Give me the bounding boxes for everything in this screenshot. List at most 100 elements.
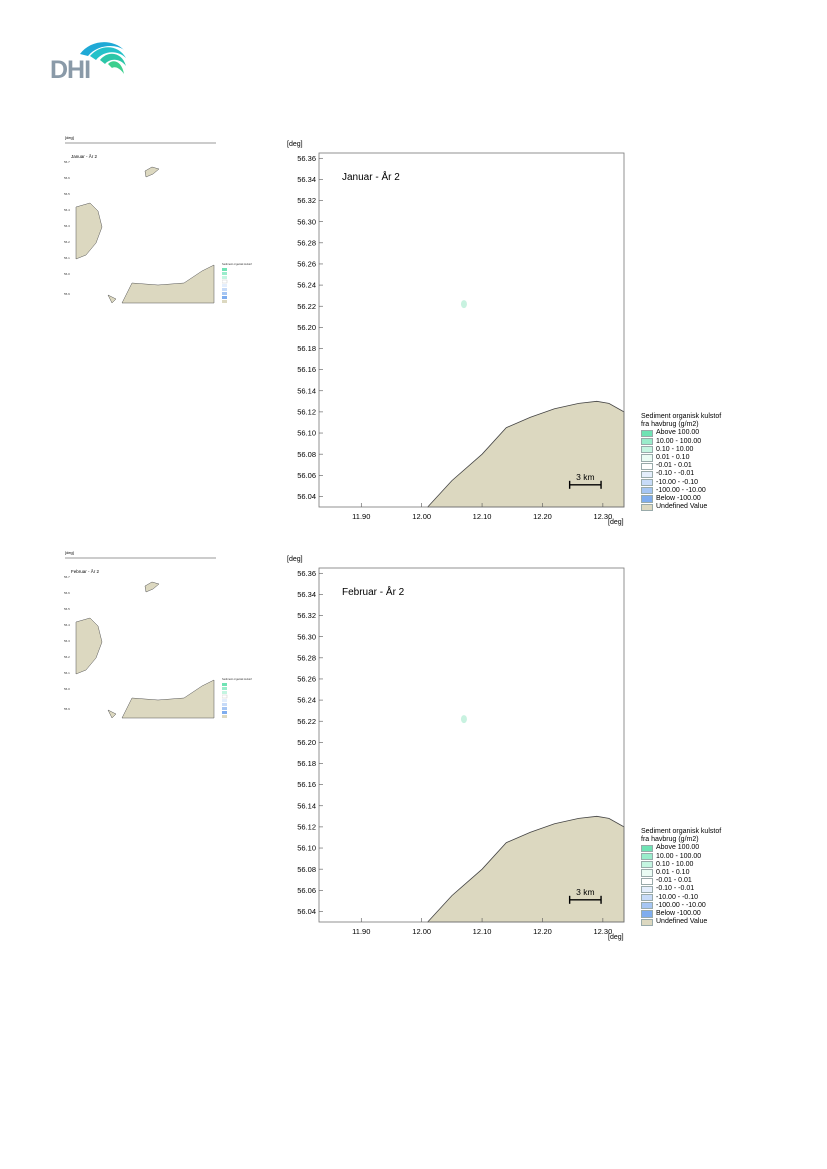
legend-swatch <box>641 503 653 511</box>
legend-title-1: Sediment organisk kulstof <box>641 413 722 420</box>
main-map: 56.36 56.34 56.32 56.30 56.28 56.26 56.24 56.22… <box>297 152 625 521</box>
svg-text:[deg]: [deg] <box>65 135 74 140</box>
dhi-wave-icon <box>80 42 126 74</box>
scale-bar: 3 km <box>568 887 602 904</box>
main-map: 56.36 56.34 56.32 56.30 56.28 56.26 56.24 56.22… <box>297 567 625 936</box>
legend-label: -0.10 - -0.01 <box>656 470 695 478</box>
legend-label: 0.10 - 10.00 <box>656 860 694 868</box>
scale-bar: 3 km <box>568 472 602 489</box>
y-tick-label: 56.32 <box>297 196 316 205</box>
svg-text:56.4: 56.4 <box>64 208 70 212</box>
legend-swatch <box>641 894 653 902</box>
y-tick-label: 56.26 <box>297 260 316 269</box>
x-tick-label: 11.90 <box>352 927 370 936</box>
y-axis-unit: [deg] <box>287 556 303 563</box>
map-legend: Sediment organisk kulstof fra havbrug (g… <box>641 413 726 511</box>
plot-frame <box>318 567 625 923</box>
y-tick-label: 56.30 <box>297 632 316 641</box>
y-tick-label: 56.18 <box>297 759 316 768</box>
legend-swatch <box>641 902 653 910</box>
svg-text:56.2: 56.2 <box>64 240 70 244</box>
y-tick-label: 56.10 <box>297 429 316 438</box>
legend-label: Above 100.00 <box>656 844 700 852</box>
legend-label: 10.00 - 100.00 <box>656 852 702 860</box>
y-tick-label: 56.24 <box>297 281 316 290</box>
svg-text:56.7: 56.7 <box>64 575 70 579</box>
svg-text:[deg]: [deg] <box>65 550 74 555</box>
legend-item: -100.00 - -10.00 <box>641 487 726 495</box>
legend-swatch <box>641 462 653 470</box>
y-tick-label: 56.30 <box>297 217 316 226</box>
svg-text:56.5: 56.5 <box>64 607 70 611</box>
legend-label: -0.01 - 0.01 <box>656 462 692 470</box>
y-tick-label: 56.36 <box>297 569 316 578</box>
legend-label: Below -100.00 <box>656 494 701 502</box>
svg-text:Sediment organisk kulstof: Sediment organisk kulstof <box>222 677 252 681</box>
y-tick-label: 56.12 <box>297 822 316 831</box>
legend-swatch <box>641 470 653 479</box>
legend-item: -100.00 - -10.00 <box>641 902 726 910</box>
thumb-title: Februar - År 2 <box>71 568 100 574</box>
legend-item: -0.10 - -0.01 <box>641 470 726 479</box>
legend-title-2: fra havbrug (g/m2) <box>641 836 699 844</box>
legend-label: Undefined Value <box>656 918 708 926</box>
legend-item: Undefined Value <box>641 503 726 511</box>
x-tick-label: 12.30 <box>593 927 612 936</box>
thumb-title: Januar - År 2 <box>71 153 98 159</box>
legend-item: 0.10 - 10.00 <box>641 861 726 869</box>
legend-label: 0.01 - 0.10 <box>656 868 690 876</box>
legend-label: Undefined Value <box>656 503 708 511</box>
svg-text:55.9: 55.9 <box>64 292 70 296</box>
legend-item: Below -100.00 <box>641 910 726 918</box>
sediment-patch <box>460 715 467 724</box>
overview-thumbnail: [deg] Februar - År 2 56.7 56.6 56.5 56.4 56… <box>64 550 216 719</box>
legend-title-1: Sediment organisk kulstof <box>641 828 722 835</box>
x-axis-unit: [deg] <box>608 519 624 526</box>
x-tick-label: 12.00 <box>412 512 431 521</box>
y-tick-label: 56.22 <box>297 717 316 726</box>
y-tick-label: 56.10 <box>297 844 316 853</box>
y-tick-label: 56.06 <box>297 471 316 480</box>
map-title: Januar - År 2 <box>342 170 400 183</box>
y-axis-unit: [deg] <box>287 141 303 148</box>
svg-text:56.6: 56.6 <box>64 591 70 595</box>
land-area <box>426 400 625 508</box>
y-tick-label: 56.12 <box>297 407 316 416</box>
legend-swatch <box>641 495 653 503</box>
legend-swatch <box>641 910 653 918</box>
legend-swatch <box>641 487 653 495</box>
legend-items: Above 100.00 10.00 - 100.00 0.10 - 10.00 0.… <box>641 844 726 926</box>
y-tick-label: 56.04 <box>297 907 316 916</box>
legend-item: 0.01 - 0.10 <box>641 454 726 462</box>
svg-text:55.9: 55.9 <box>64 707 70 711</box>
x-tick-label: 12.20 <box>533 512 552 521</box>
legend-swatch <box>641 429 653 438</box>
land-area <box>426 815 625 923</box>
svg-text:56.1: 56.1 <box>64 256 70 260</box>
legend-item: Above 100.00 <box>641 429 726 438</box>
svg-text:56.0: 56.0 <box>64 272 70 276</box>
legend-item: 10.00 - 100.00 <box>641 438 726 446</box>
legend-title-2: fra havbrug (g/m2) <box>641 421 699 429</box>
legend-label: -100.00 - -10.00 <box>656 486 706 494</box>
legend-label: -10.00 - -0.10 <box>656 478 699 486</box>
legend-item: -0.01 - 0.01 <box>641 462 726 470</box>
legend-label: Below -100.00 <box>656 909 701 917</box>
y-tick-label: 56.08 <box>297 865 316 874</box>
x-axis-unit: [deg] <box>608 934 624 941</box>
dhi-logo: DHI <box>50 36 130 84</box>
y-tick-label: 56.28 <box>297 653 316 662</box>
scale-bar-label: 3 km <box>576 887 594 897</box>
map-title: Februar - År 2 <box>342 585 405 598</box>
thumbnail-legend: Sediment organisk kulstof <box>222 262 252 303</box>
legend-item: -0.10 - -0.01 <box>641 885 726 894</box>
legend-label: -10.00 - -0.10 <box>656 893 699 901</box>
legend-swatch <box>641 446 653 454</box>
svg-text:56.0: 56.0 <box>64 687 70 691</box>
overview-thumbnail: [deg] Januar - År 2 56.7 56.6 56.5 56.4 56.… <box>64 135 216 304</box>
x-tick-label: 11.90 <box>352 512 370 521</box>
y-tick-label: 56.14 <box>297 386 316 395</box>
legend-swatch <box>641 885 653 894</box>
legend-item: Above 100.00 <box>641 844 726 853</box>
svg-text:56.4: 56.4 <box>64 623 70 627</box>
